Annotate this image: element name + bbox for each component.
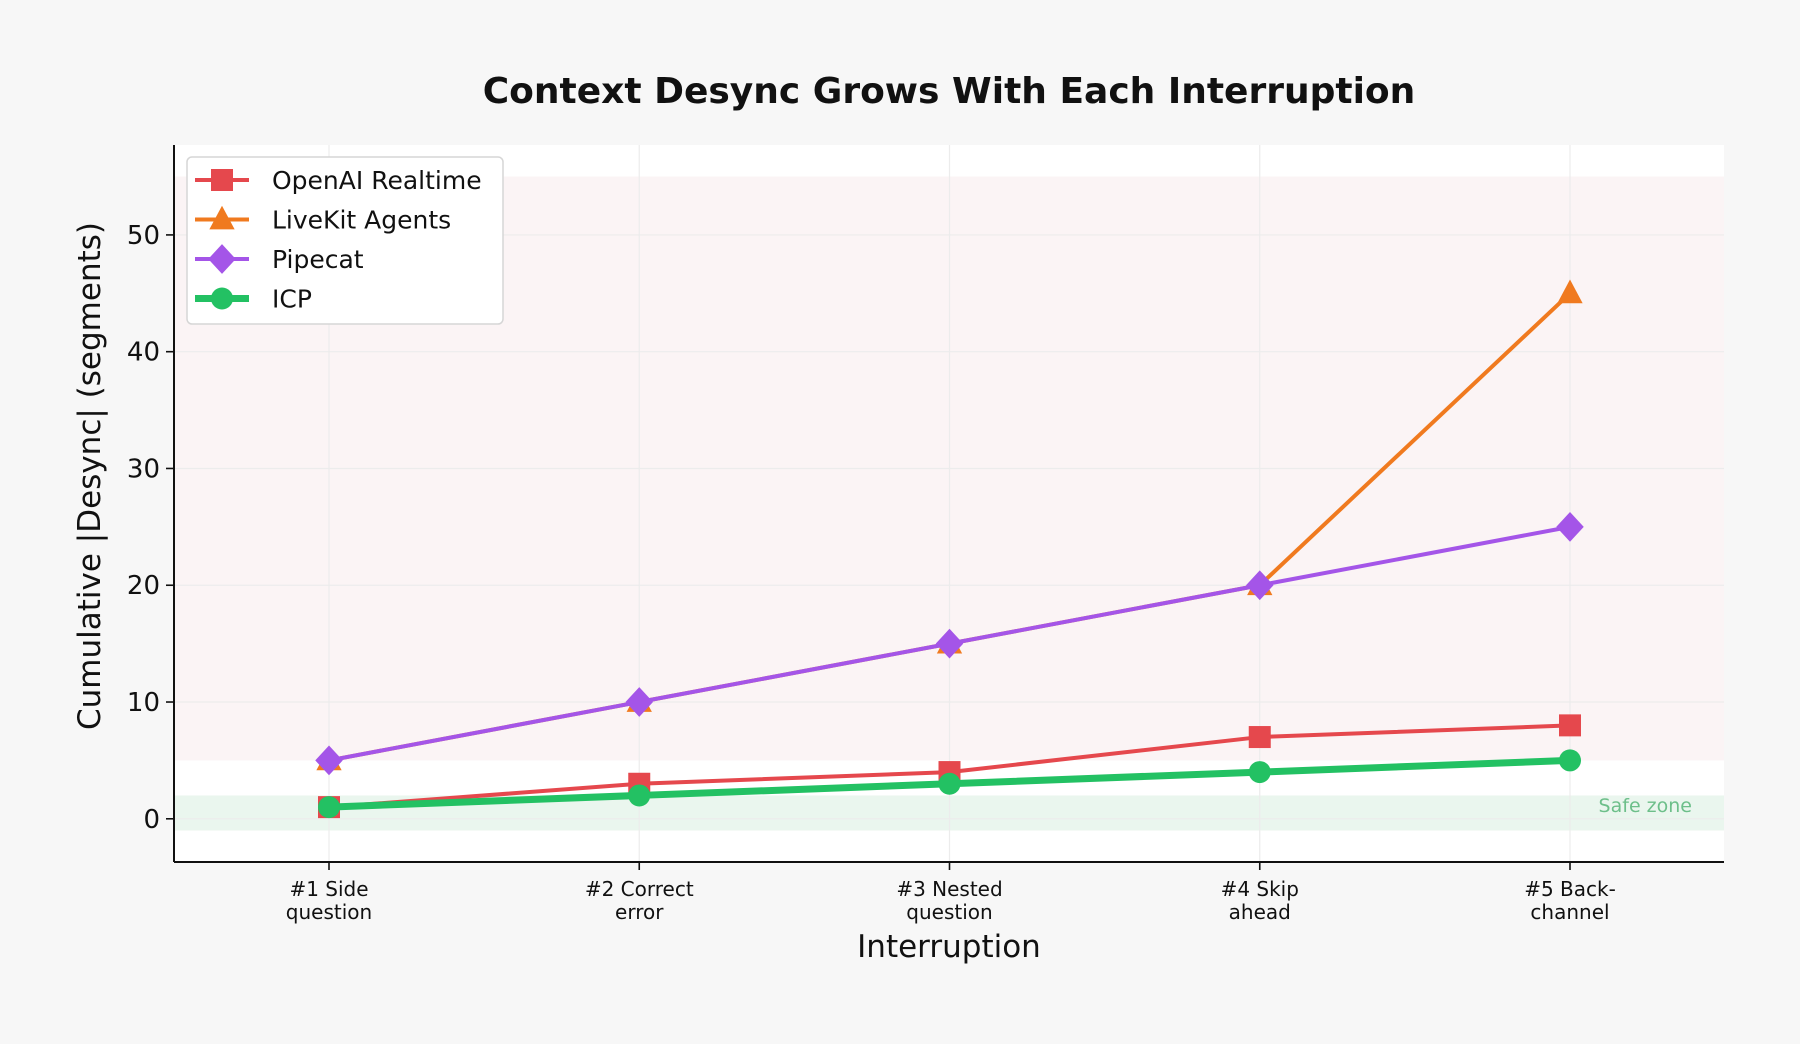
y-axis-label: Cumulative |Desync| (segments): [72, 222, 108, 730]
x-tick-label: #4 Skip ahead: [1221, 877, 1299, 924]
legend-marker-icp: [211, 287, 233, 310]
y-tick-label: 50: [127, 221, 160, 251]
legend-marker-pipecat: [208, 244, 236, 274]
x-tick-label: #2 Correct error: [585, 877, 694, 924]
point-icp: [1559, 749, 1581, 772]
legend-label-openai-realtime: OpenAI Realtime: [272, 166, 482, 195]
legend-label-pipecat: Pipecat: [272, 245, 364, 274]
y-tick-label: 30: [127, 454, 160, 484]
legend-box: [186, 156, 504, 325]
x-tick-label: #1 Side question: [286, 877, 372, 924]
point-icp: [628, 784, 651, 807]
point-icp: [318, 796, 340, 819]
y-tick-label: 40: [127, 338, 160, 368]
y-tick-label: 20: [127, 571, 160, 601]
y-tick-label: 10: [127, 688, 160, 718]
point-pipecat: [625, 687, 653, 717]
point-pipecat: [1246, 570, 1274, 601]
chart-title: Context Desync Grows With Each Interrupt…: [483, 71, 1416, 112]
x-tick-label: #3 Nested question: [896, 877, 1002, 924]
point-pipecat: [935, 628, 964, 659]
legend-marker-openai-realtime: [211, 169, 233, 191]
y-tick-label: 0: [143, 805, 160, 835]
point-pipecat: [1556, 512, 1584, 542]
legend-label-livekit-agents: LiveKit Agents: [272, 206, 451, 235]
band-label: Safe zone: [1599, 795, 1692, 817]
point-icp: [1248, 761, 1271, 784]
x-tick-label: #5 Back-channel: [1524, 877, 1616, 924]
point-livekit-agents: [1557, 279, 1583, 304]
legend-label-icp: ICP: [272, 285, 312, 314]
point-openai-realtime: [1559, 714, 1581, 737]
point-openai-realtime: [1248, 726, 1271, 749]
point-icp: [938, 772, 961, 795]
x-axis-label: Interruption: [857, 929, 1041, 965]
point-pipecat: [315, 745, 343, 776]
legend-marker-livekit-agents: [209, 205, 235, 230]
